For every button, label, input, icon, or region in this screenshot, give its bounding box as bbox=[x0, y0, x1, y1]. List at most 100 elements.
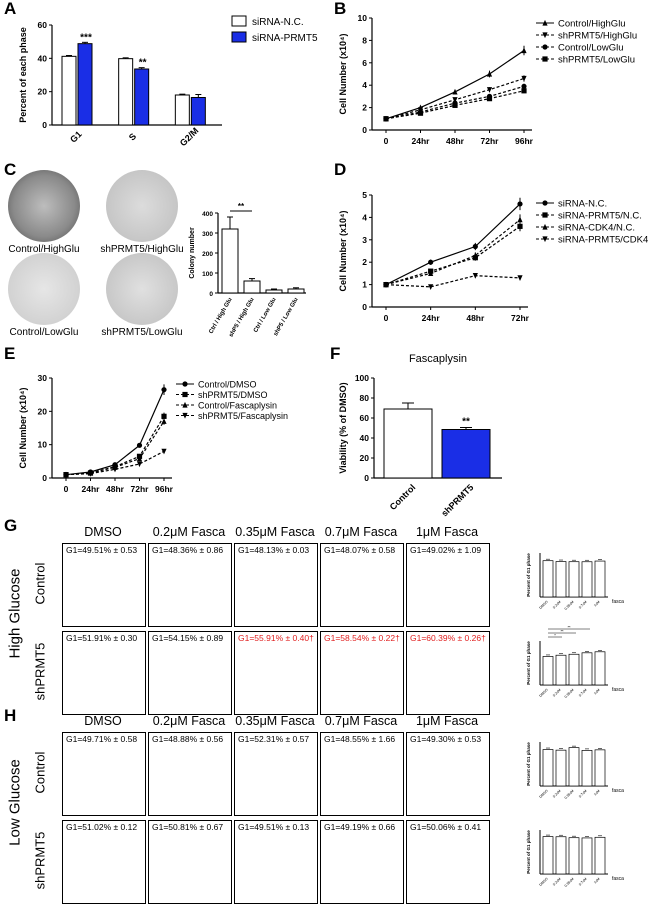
data-point bbox=[452, 97, 458, 103]
legend-label: Control/DMSO bbox=[198, 380, 257, 390]
y-tick-label: 100 bbox=[355, 373, 369, 383]
x-tick-label: 48hr bbox=[106, 484, 125, 494]
group-label: High Glucose bbox=[6, 568, 24, 659]
data-point bbox=[521, 75, 527, 82]
data-point bbox=[161, 387, 167, 393]
bar bbox=[542, 749, 554, 787]
bar bbox=[594, 651, 606, 686]
bar bbox=[61, 55, 77, 126]
sig-label: ** bbox=[139, 58, 147, 69]
y-axis-label: Percent of G1 phase bbox=[526, 742, 531, 786]
data-point bbox=[517, 223, 523, 229]
legend-marker bbox=[182, 401, 188, 408]
histogram-panel bbox=[148, 732, 232, 816]
y-tick-label: 80 bbox=[360, 393, 370, 403]
legend-marker bbox=[182, 412, 188, 419]
x-tick-label: 0.35uM bbox=[564, 600, 575, 611]
x-tick-label: 1uM bbox=[593, 789, 601, 797]
histogram-panel bbox=[406, 631, 490, 715]
sig-label: ** bbox=[238, 202, 245, 211]
bar bbox=[568, 561, 580, 598]
condition-title: 1μM Fasca bbox=[415, 525, 479, 539]
data-point bbox=[452, 102, 458, 108]
histogram-panel bbox=[320, 543, 404, 627]
legend-label: siRNA-PRMT5/CDK4 bbox=[558, 235, 648, 246]
bar bbox=[555, 836, 567, 875]
y-tick-label: 300 bbox=[202, 231, 213, 238]
data-point bbox=[486, 96, 493, 102]
data-point bbox=[63, 472, 69, 478]
condition-title: DMSO bbox=[84, 714, 122, 728]
g1-percentage: G1=49.19% ± 0.66 bbox=[324, 822, 396, 832]
data-point bbox=[486, 70, 493, 77]
panel-label-a: A bbox=[4, 0, 17, 18]
data-point bbox=[136, 455, 143, 462]
condition-title: 0.2μM Fasca bbox=[152, 525, 226, 539]
bar bbox=[287, 288, 305, 294]
data-point bbox=[521, 83, 527, 89]
x-tick-label: 24hr bbox=[82, 484, 101, 494]
data-point bbox=[161, 448, 167, 455]
panel-label-e: E bbox=[4, 344, 16, 363]
g1-percentage: G1=52.31% ± 0.57 bbox=[238, 734, 310, 744]
bar bbox=[594, 836, 606, 875]
sig-label: ** bbox=[567, 625, 571, 630]
x-tick-label: G1 bbox=[68, 129, 84, 145]
y-tick-label: 10 bbox=[358, 13, 368, 23]
y-tick-label: 60 bbox=[38, 20, 48, 30]
colony-dish-control-lowglu bbox=[8, 253, 80, 325]
data-point bbox=[472, 252, 478, 259]
y-tick-label: 0 bbox=[362, 125, 367, 135]
y-tick-label: 0 bbox=[362, 302, 367, 312]
bar bbox=[568, 837, 580, 875]
x-tick-label: 72hr bbox=[511, 313, 530, 323]
legend-swatch bbox=[231, 15, 247, 27]
x-tick-label: S bbox=[127, 131, 138, 142]
y-tick-label: 20 bbox=[360, 453, 370, 463]
y-axis-label: Colony number bbox=[189, 227, 196, 279]
dish-label: shPRMT5/HighGlu bbox=[100, 244, 184, 255]
row-label: shPRMT5 bbox=[32, 831, 48, 890]
legend-marker bbox=[542, 19, 548, 26]
g1-percentage: G1=49.02% ± 1.09 bbox=[410, 545, 482, 555]
y-tick-label: 40 bbox=[38, 53, 48, 63]
legend-marker bbox=[182, 391, 188, 398]
legend-marker bbox=[542, 56, 548, 62]
y-tick-label: 0 bbox=[209, 291, 213, 298]
bar bbox=[594, 560, 606, 598]
x-tick-label: 0.7uM bbox=[578, 600, 588, 610]
legend-swatch bbox=[231, 31, 247, 43]
data-point bbox=[428, 270, 434, 276]
row-label: shPRMT5 bbox=[32, 642, 48, 701]
data-point bbox=[161, 418, 167, 424]
x-tick-label: 96hr bbox=[515, 136, 534, 146]
y-axis-label: Percent of G1 phase bbox=[526, 830, 531, 874]
y-tick-label: 20 bbox=[38, 87, 48, 97]
condition-title: 1μM Fasca bbox=[415, 714, 479, 728]
bar bbox=[581, 561, 593, 598]
g1-percentage: G1=55.91% ± 0.40† bbox=[238, 633, 314, 643]
x-axis-label: fasca bbox=[612, 599, 624, 605]
x-tick-label: Ctrl / High Glu bbox=[208, 297, 234, 335]
bar bbox=[383, 408, 433, 479]
histogram-panel bbox=[234, 631, 318, 715]
y-tick-label: 20 bbox=[38, 406, 48, 416]
sig-label: ** bbox=[462, 417, 470, 428]
x-tick-label: 96hr bbox=[155, 484, 174, 494]
x-tick-label: 0.35uM bbox=[564, 789, 575, 800]
g1-percentage: G1=49.30% ± 0.53 bbox=[410, 734, 482, 744]
histogram-panel bbox=[234, 543, 318, 627]
series-line bbox=[65, 389, 165, 476]
panel-label-h: H bbox=[4, 706, 17, 725]
g1-percentage: G1=60.39% ± 0.26† bbox=[410, 633, 486, 643]
legend-marker bbox=[542, 236, 548, 243]
g1-percentage: G1=48.36% ± 0.86 bbox=[152, 545, 224, 555]
legend-label: shPRMT5/HighGlu bbox=[558, 31, 637, 42]
colony-dish-control-highglu bbox=[8, 170, 80, 242]
panel-label-g: G bbox=[4, 516, 18, 535]
legend-label: Control/Fascaplysin bbox=[198, 401, 277, 411]
data-point bbox=[517, 275, 523, 281]
series-line bbox=[385, 225, 521, 286]
condition-title: 0.2μM Fasca bbox=[152, 714, 226, 728]
x-tick-label: shP5 / Low Glu bbox=[273, 297, 300, 338]
